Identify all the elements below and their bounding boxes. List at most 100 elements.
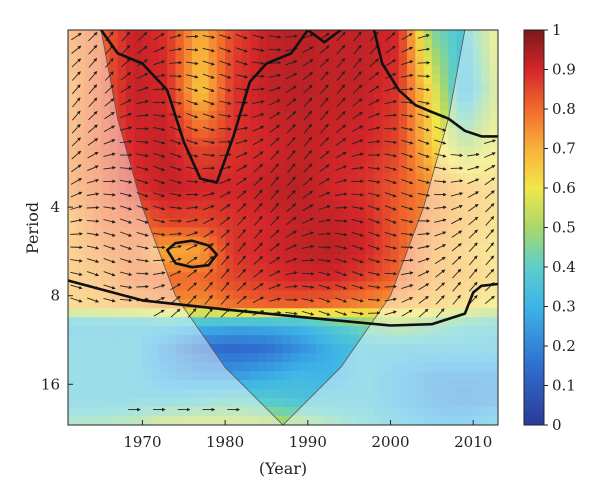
heatmap-cell [68,416,77,425]
heatmap-cell [249,299,259,309]
phase-arrow [451,243,462,252]
phase-arrow [367,139,381,144]
heatmap-cell [109,227,119,238]
heatmap-cell [233,335,243,345]
phase-arrow [103,206,116,211]
heatmap-cell [241,164,251,175]
heatmap-cell [167,200,177,211]
phase-arrow [235,126,249,131]
phase-arrow [318,178,331,185]
heatmap-cell [431,353,441,363]
heatmap-cell [407,245,416,256]
heatmap-cell [125,146,135,157]
phase-arrow [121,31,131,42]
heatmap-cell [192,173,201,184]
heatmap-cell [208,317,218,327]
heatmap-cell [464,218,474,229]
heatmap-cell [357,110,367,121]
heatmap-cell [117,416,127,425]
heatmap-cell [456,245,466,256]
phase-arrow [70,284,83,290]
phase-arrow [253,269,264,278]
phase-arrow [334,205,348,210]
heatmap-cell [183,335,193,345]
heatmap-cell [456,389,466,399]
phase-arrow [235,139,248,145]
phase-arrow [401,87,414,91]
heatmap-cell [398,47,408,58]
phase-arrow [219,47,232,53]
phase-arrow [286,216,297,225]
heatmap-cell [225,56,234,67]
heatmap-cell [382,371,392,381]
heatmap-cell [117,362,127,372]
heatmap-cell [448,371,458,381]
heatmap-cell [448,92,458,103]
heatmap-cell [349,335,359,345]
heatmap-cell [200,137,210,148]
colorbar-tick-label: 0 [552,416,562,434]
heatmap-cell [134,326,144,336]
heatmap-cell [241,146,251,157]
phase-arrow [204,294,213,305]
heatmap-cell [332,209,342,220]
phase-arrow [417,206,431,210]
heatmap-cell [208,218,218,229]
heatmap-cell [464,155,474,166]
phase-arrow [336,97,346,108]
heatmap-cell [349,65,359,76]
heatmap-cell [249,200,259,211]
heatmap-cell [464,30,474,40]
heatmap-cell [92,173,102,184]
heatmap-cell [489,110,498,121]
heatmap-cell [134,38,144,49]
phase-arrow [320,97,329,108]
heatmap-cell [357,146,367,157]
heatmap-cell [299,74,309,85]
heatmap-cell [101,119,110,130]
heatmap-cell [84,92,94,103]
heatmap-cell [249,38,259,49]
phase-arrow [270,189,279,200]
heatmap-cell [167,335,177,345]
heatmap-cell [365,380,375,390]
heatmap-cell [175,65,185,76]
phase-arrow [136,205,149,211]
heatmap-cell [464,209,474,220]
heatmap-cell [407,308,416,318]
heatmap-cell [150,92,160,103]
heatmap-cell [109,335,119,345]
heatmap-cell [407,290,416,300]
heatmap-cell [283,398,292,408]
heatmap-cell [291,272,301,282]
heatmap-cell [464,173,474,184]
heatmap-cell [473,272,483,282]
heatmap-cell [431,74,441,85]
heatmap-cell [101,308,110,318]
phase-arrow [237,242,246,253]
heatmap-cell [365,74,375,85]
heatmap-cell [266,416,276,425]
heatmap-cell [101,317,110,327]
heatmap-cell [332,317,342,327]
heatmap-cell [192,389,201,399]
heatmap-cell [258,200,268,211]
phase-arrow [202,35,216,39]
heatmap-cell [274,407,284,417]
phase-arrow [417,113,430,119]
heatmap-cell [183,155,193,166]
heatmap-cell [134,173,144,184]
heatmap-cell [117,101,127,112]
heatmap-cell [431,344,441,354]
heatmap-cell [398,416,408,425]
phase-arrow [367,126,381,131]
heatmap-cell [101,380,110,390]
heatmap-cell [307,398,317,408]
heatmap-cell [225,326,234,336]
heatmap-cell [233,344,243,354]
heatmap-cell [158,209,168,220]
heatmap-cell [415,74,425,85]
heatmap-cell [266,191,276,202]
heatmap-cell [109,308,119,318]
heatmap-cell [68,326,77,336]
